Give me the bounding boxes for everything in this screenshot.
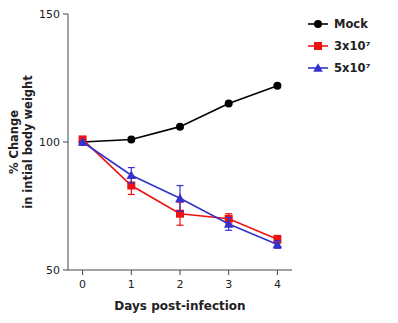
point: [273, 240, 283, 249]
series-line: [83, 86, 278, 142]
y-tick: [63, 270, 68, 271]
legend: Mock 3x10⁷ 5x10⁷: [308, 17, 370, 75]
legend-marker: [314, 42, 322, 50]
point: [175, 194, 185, 203]
x-tick-label: 2: [177, 278, 184, 291]
x-tick: [131, 270, 132, 275]
point: [273, 82, 281, 90]
point: [127, 182, 135, 190]
x-tick-label: 4: [274, 278, 281, 291]
legend-marker: [314, 20, 322, 28]
error-bar-cap: [225, 230, 232, 231]
error-bar-cap: [128, 167, 135, 168]
x-tick: [277, 270, 278, 275]
point: [225, 100, 233, 108]
y-tick-label: 150: [39, 8, 60, 21]
point: [176, 123, 184, 131]
error-bar-cap: [177, 185, 184, 186]
point: [78, 137, 88, 146]
legend-label: 5x10⁷: [334, 61, 370, 75]
point: [127, 170, 137, 179]
error-bar-cap: [225, 217, 232, 218]
chart: 0 1 2 3 4 50 100 150 Days post-infection % Change…: [0, 0, 398, 323]
y-axis-label-line: % Change: [7, 110, 21, 174]
error-bar-cap: [177, 225, 184, 226]
x-tick: [82, 270, 83, 275]
legend-label: Mock: [334, 17, 368, 31]
series-line: [83, 142, 278, 244]
x-tick-label: 0: [79, 278, 86, 291]
point: [224, 219, 234, 228]
error-bar-cap: [128, 194, 135, 195]
y-tick: [63, 142, 68, 143]
x-tick-label: 1: [128, 278, 135, 291]
error-bar-cap: [225, 213, 232, 214]
series-line: [83, 139, 278, 239]
legend-label: 3x10⁷: [334, 39, 370, 53]
point: [127, 135, 135, 143]
y-axis-label: % Changein intial body weight: [7, 75, 35, 209]
x-tick-label: 3: [225, 278, 232, 291]
y-axis-label-line: in intial body weight: [21, 75, 35, 209]
x-tick: [180, 270, 181, 275]
x-tick: [228, 270, 229, 275]
y-tick-label: 50: [46, 264, 60, 277]
legend-marker: [313, 63, 323, 72]
plot-area: [78, 82, 282, 249]
y-tick: [63, 14, 68, 15]
x-axis-label: Days post-infection: [114, 299, 245, 313]
point: [176, 210, 184, 218]
y-tick-label: 100: [39, 136, 60, 149]
error-bar-cap: [128, 182, 135, 183]
error-bar-cap: [177, 211, 184, 212]
